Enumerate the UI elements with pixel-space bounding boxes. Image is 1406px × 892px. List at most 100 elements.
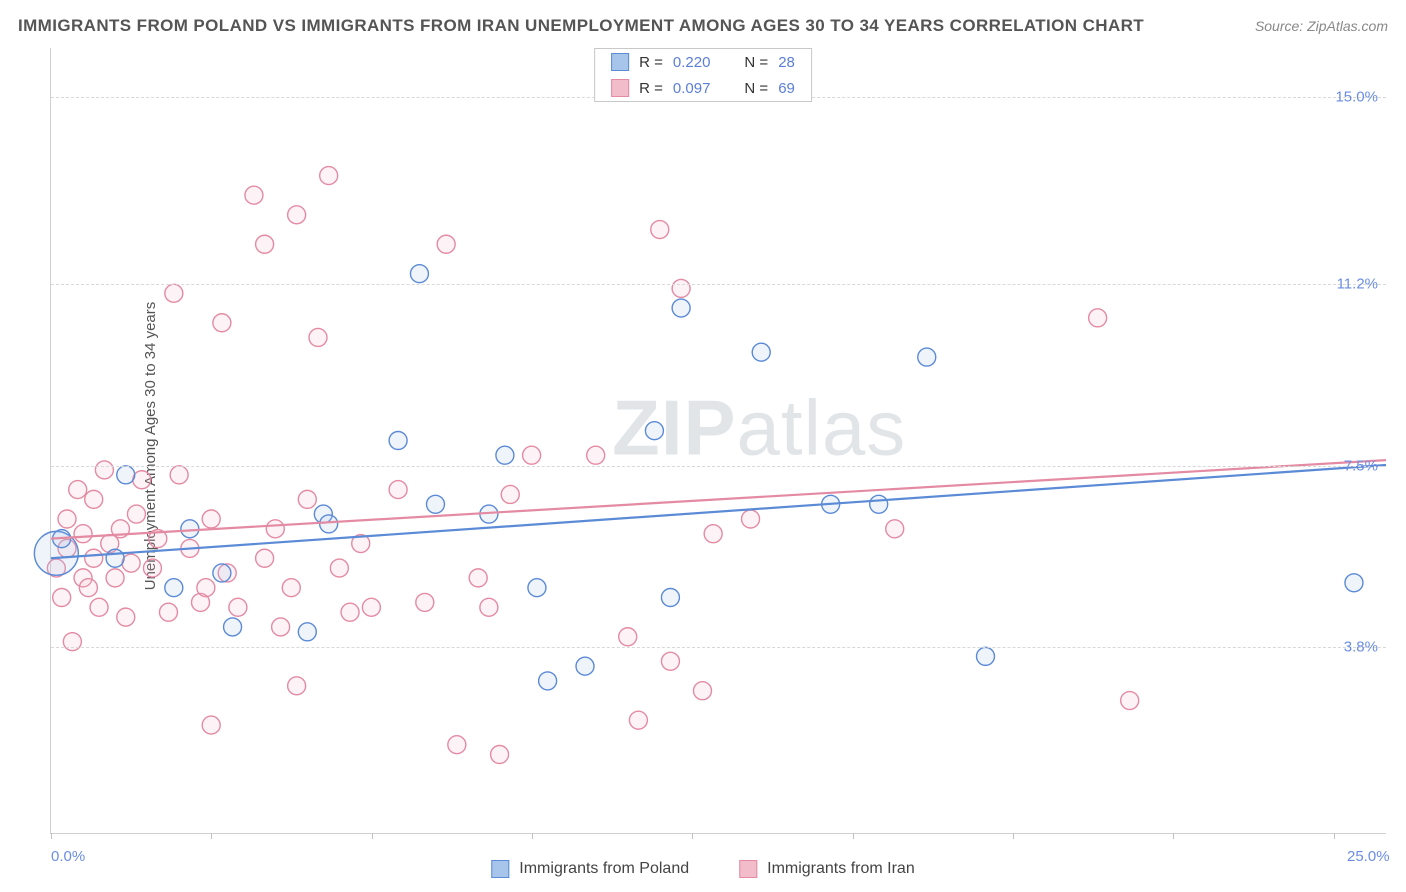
y-tick-label: 3.8% xyxy=(1344,639,1378,656)
data-point xyxy=(213,314,231,332)
x-tick xyxy=(532,833,533,839)
data-point xyxy=(629,711,647,729)
legend-n-value: 28 xyxy=(778,54,795,71)
data-point xyxy=(341,603,359,621)
data-point xyxy=(389,432,407,450)
data-point xyxy=(106,549,124,567)
data-point xyxy=(298,490,316,508)
data-point xyxy=(1345,574,1363,592)
data-point xyxy=(661,589,679,607)
data-point xyxy=(742,510,760,528)
y-tick-label: 11.2% xyxy=(1337,275,1378,292)
data-point xyxy=(672,279,690,297)
legend-n-value: 69 xyxy=(778,80,795,97)
legend-r-value: 0.097 xyxy=(673,80,711,97)
data-point xyxy=(523,446,541,464)
legend-r-label: R = xyxy=(639,54,663,71)
data-point xyxy=(651,221,669,239)
data-point xyxy=(127,505,145,523)
data-point xyxy=(672,299,690,317)
data-point xyxy=(53,589,71,607)
data-point xyxy=(165,284,183,302)
legend-item: Immigrants from Iran xyxy=(739,860,915,878)
data-point xyxy=(69,481,87,499)
data-point xyxy=(170,466,188,484)
data-point xyxy=(85,490,103,508)
data-point xyxy=(437,235,455,253)
data-point xyxy=(58,510,76,528)
legend-swatch xyxy=(611,53,629,71)
gridline xyxy=(51,284,1386,285)
data-point xyxy=(266,520,284,538)
legend-row: R = 0.220 N = 28 xyxy=(595,49,811,75)
data-point xyxy=(977,647,995,665)
y-tick-label: 7.5% xyxy=(1344,457,1378,474)
data-point xyxy=(1089,309,1107,327)
legend-row: R = 0.097 N = 69 xyxy=(595,75,811,101)
data-point xyxy=(256,549,274,567)
data-point xyxy=(288,677,306,695)
data-point xyxy=(85,549,103,567)
data-point xyxy=(298,623,316,641)
data-point xyxy=(661,652,679,670)
data-point xyxy=(539,672,557,690)
data-point xyxy=(159,603,177,621)
data-point xyxy=(256,235,274,253)
data-point xyxy=(309,328,327,346)
scatter-svg xyxy=(51,48,1386,833)
gridline xyxy=(51,466,1386,467)
x-tick xyxy=(1334,833,1335,839)
series-legend: Immigrants from Poland Immigrants from I… xyxy=(491,860,914,878)
data-point xyxy=(74,525,92,543)
data-point xyxy=(143,559,161,577)
legend-r-value: 0.220 xyxy=(673,54,711,71)
legend-swatch xyxy=(611,79,629,97)
data-point xyxy=(587,446,605,464)
data-point xyxy=(645,422,663,440)
data-point xyxy=(288,206,306,224)
x-tick xyxy=(1173,833,1174,839)
data-point xyxy=(213,564,231,582)
data-point xyxy=(282,579,300,597)
data-point xyxy=(106,569,124,587)
data-point xyxy=(122,554,140,572)
data-point xyxy=(272,618,290,636)
data-point xyxy=(704,525,722,543)
data-point xyxy=(224,618,242,636)
x-tick xyxy=(372,833,373,839)
legend-series-name: Immigrants from Iran xyxy=(767,860,915,878)
x-tick xyxy=(1013,833,1014,839)
data-point xyxy=(469,569,487,587)
data-point xyxy=(416,593,434,611)
legend-n-label: N = xyxy=(744,54,768,71)
data-point xyxy=(95,461,113,479)
correlation-legend: R = 0.220 N = 28 R = 0.097 N = 69 xyxy=(594,48,812,102)
data-point xyxy=(79,579,97,597)
x-tick xyxy=(853,833,854,839)
x-end-label: 0.0% xyxy=(51,848,85,865)
data-point xyxy=(202,510,220,528)
data-point xyxy=(133,471,151,489)
legend-swatch xyxy=(491,860,509,878)
data-point xyxy=(330,559,348,577)
legend-series-name: Immigrants from Poland xyxy=(519,860,689,878)
data-point xyxy=(245,186,263,204)
data-point xyxy=(90,598,108,616)
data-point xyxy=(752,343,770,361)
data-point xyxy=(619,628,637,646)
legend-swatch xyxy=(739,860,757,878)
y-tick-label: 15.0% xyxy=(1335,89,1378,106)
data-point xyxy=(426,495,444,513)
legend-item: Immigrants from Poland xyxy=(491,860,689,878)
data-point xyxy=(181,520,199,538)
legend-n-label: N = xyxy=(744,80,768,97)
legend-r-label: R = xyxy=(639,80,663,97)
data-point xyxy=(918,348,936,366)
data-point xyxy=(576,657,594,675)
data-point xyxy=(480,598,498,616)
data-point xyxy=(362,598,380,616)
data-point xyxy=(870,495,888,513)
x-end-label: 25.0% xyxy=(1347,848,1390,865)
data-point xyxy=(693,682,711,700)
data-point xyxy=(501,485,519,503)
